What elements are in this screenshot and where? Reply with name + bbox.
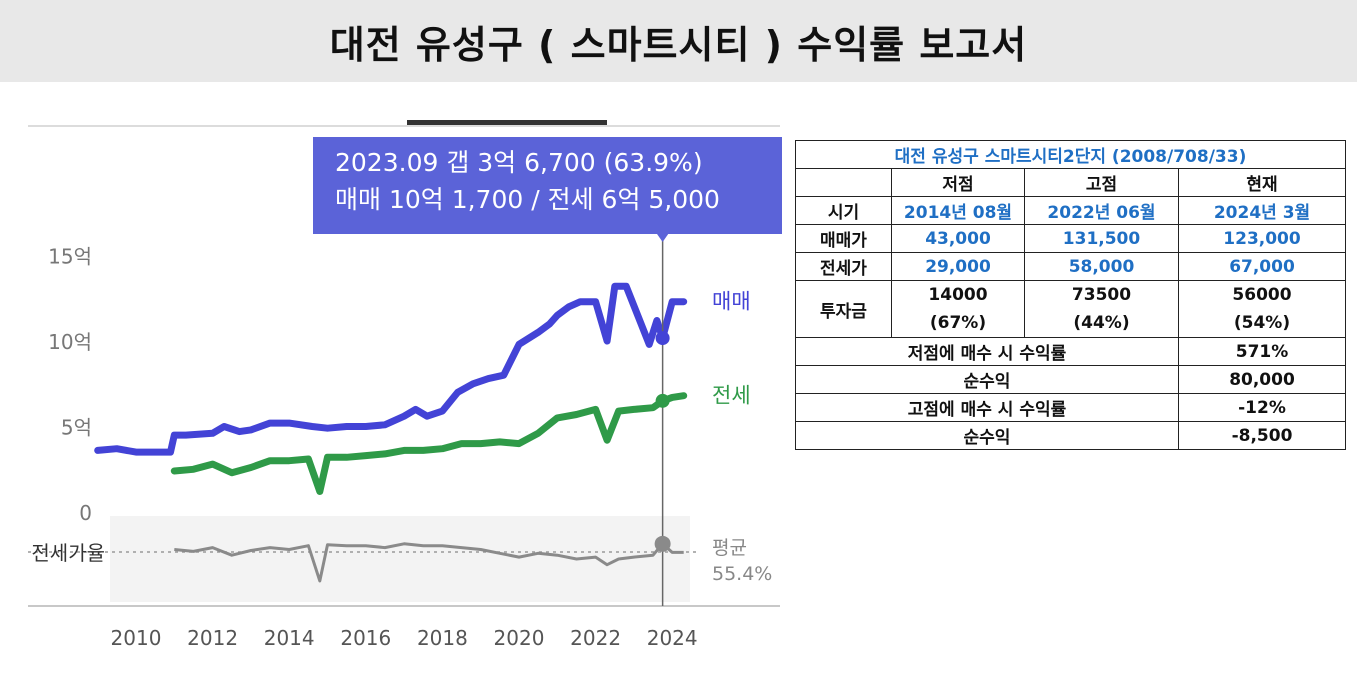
- sale-price-low: 43,000: [891, 224, 1025, 253]
- ratio-average-label: 평균: [712, 537, 747, 559]
- tooltip-pointer: [655, 232, 670, 242]
- investment-low-pct: (67%): [929, 313, 987, 333]
- column-header-current: 현재: [1178, 168, 1346, 197]
- summary-label-low-profit: 순수익: [795, 365, 1179, 394]
- row-label-period: 시기: [795, 196, 892, 225]
- series-label-sale: 매매: [712, 290, 751, 314]
- price-chart: 15억 10억 5억 0 2010 2012 2014 2016 2018 2020 2022 20…: [28, 120, 780, 650]
- investment-current: 56000 (54%): [1178, 280, 1346, 338]
- ratio-panel-background: [110, 516, 690, 602]
- jeonse-price-low: 29,000: [891, 252, 1025, 281]
- series-label-jeonse: 전세: [712, 384, 751, 408]
- page-title: 대전 유성구 ( 스마트시티 ) 수익률 보고서: [329, 23, 1028, 67]
- cursor-point-jeonse: [655, 393, 670, 408]
- series-line-sale: [94, 282, 688, 456]
- y-tick-label: 15억: [48, 245, 92, 269]
- chart-area: 15억 10억 5억 0 2010 2012 2014 2016 2018 2020 2022 20…: [0, 82, 790, 674]
- sale-price-high: 131,500: [1024, 224, 1179, 253]
- ratio-series-label: 전세가율: [31, 541, 105, 565]
- sale-price-current: 123,000: [1178, 224, 1346, 253]
- y-tick-label: 0: [79, 501, 92, 525]
- column-header-blank: [795, 168, 892, 197]
- row-label-sale-price: 매매가: [795, 224, 892, 253]
- summary-label-high-return: 고점에 매수 시 수익률: [795, 393, 1179, 422]
- x-tick-label: 2010: [111, 626, 162, 650]
- jeonse-price-high: 58,000: [1024, 252, 1179, 281]
- chart-tab-indicator: [407, 120, 607, 125]
- investment-high-amount: 73500: [1071, 285, 1132, 305]
- x-tick-label: 2012: [187, 626, 238, 650]
- summary-label-high-profit: 순수익: [795, 421, 1179, 450]
- summary-value-high-profit: -8,500: [1178, 421, 1346, 450]
- period-low: 2014년 08월: [891, 196, 1025, 225]
- x-tick-label: 2024: [647, 626, 698, 650]
- jeonse-price-current: 67,000: [1178, 252, 1346, 281]
- column-header-low: 저점: [891, 168, 1025, 197]
- table-header: 대전 유성구 스마트시티2단지 (2008/708/33): [795, 140, 1346, 169]
- period-current: 2024년 3월: [1178, 196, 1346, 225]
- row-label-investment: 투자금: [795, 280, 892, 338]
- tooltip-gap-line: 2023.09 갭 3억 6,700 (63.9%): [335, 148, 703, 177]
- x-tick-label: 2016: [340, 626, 391, 650]
- investment-current-amount: 56000: [1232, 285, 1292, 305]
- ratio-average-value: 55.4%: [712, 563, 772, 585]
- tooltip-price-line: 매매 10억 1,700 / 전세 6억 5,000: [335, 185, 720, 214]
- x-tick-label: 2020: [494, 626, 545, 650]
- x-tick-label: 2018: [417, 626, 468, 650]
- investment-low: 14000 (67%): [891, 280, 1025, 338]
- x-tick-label: 2022: [570, 626, 621, 650]
- y-tick-label: 10억: [48, 330, 92, 354]
- summary-value-high-return: -12%: [1178, 393, 1346, 422]
- row-label-jeonse-price: 전세가: [795, 252, 892, 281]
- series-line-jeonse: [170, 392, 688, 495]
- investment-high-pct: (44%): [1073, 313, 1130, 333]
- summary-label-low-return: 저점에 매수 시 수익률: [795, 337, 1179, 366]
- investment-current-pct: (54%): [1233, 313, 1291, 333]
- summary-value-low-profit: 80,000: [1178, 365, 1346, 394]
- period-high: 2022년 06월: [1024, 196, 1179, 225]
- summary-value-low-return: 571%: [1178, 337, 1346, 366]
- cursor-point-sale: [655, 331, 670, 346]
- cursor-point-ratio: [654, 535, 671, 552]
- investment-low-amount: 14000: [928, 285, 988, 305]
- x-tick-label: 2014: [264, 626, 315, 650]
- cursor-tooltip: 2023.09 갭 3억 6,700 (63.9%) 매매 10억 1,700 …: [313, 137, 782, 234]
- y-tick-label: 5억: [61, 416, 92, 440]
- investment-high: 73500 (44%): [1024, 280, 1179, 338]
- ratio-series-line: [174, 542, 684, 583]
- column-header-high: 고점: [1024, 168, 1179, 197]
- title-bar: 대전 유성구 ( 스마트시티 ) 수익률 보고서: [0, 0, 1357, 82]
- return-report-table: 대전 유성구 스마트시티2단지 (2008/708/33) 저점 고점 현재 시…: [795, 140, 1346, 450]
